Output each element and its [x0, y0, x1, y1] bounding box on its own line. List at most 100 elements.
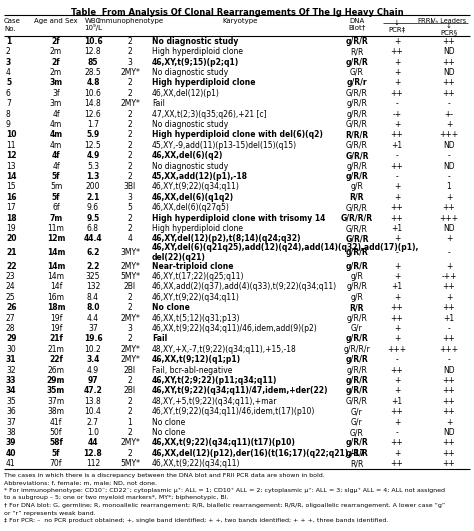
Text: G/R/R: G/R/R: [346, 397, 368, 406]
Text: 15: 15: [6, 183, 16, 191]
Text: 40: 40: [6, 449, 17, 458]
Text: G/r: G/r: [351, 324, 363, 333]
Text: 24: 24: [6, 282, 16, 292]
Text: G/R: G/R: [350, 428, 364, 437]
Text: g/R/R: g/R/R: [346, 57, 368, 66]
Text: 3: 3: [128, 324, 132, 333]
Text: 5MY*: 5MY*: [120, 272, 140, 281]
Text: R/R: R/R: [350, 459, 364, 468]
Text: 37m: 37m: [47, 397, 64, 406]
Text: No diagnostic study: No diagnostic study: [152, 161, 228, 170]
Text: 17: 17: [6, 203, 16, 212]
Text: 13.8: 13.8: [85, 397, 101, 406]
Text: 46,XX,t(9;22)(q34;q11): 46,XX,t(9;22)(q34;q11): [152, 459, 240, 468]
Text: 5.9: 5.9: [86, 131, 100, 139]
Text: or “r” represents weak band.: or “r” represents weak band.: [4, 510, 96, 516]
Text: 37: 37: [6, 418, 16, 427]
Text: Age and Sex: Age and Sex: [34, 18, 78, 24]
Text: +1: +1: [392, 224, 402, 233]
Text: 10.6: 10.6: [84, 89, 101, 98]
Text: 25: 25: [6, 293, 16, 302]
Text: ++: ++: [391, 439, 403, 448]
Text: -: -: [447, 324, 450, 333]
Text: R/R: R/R: [350, 303, 364, 312]
Text: -: -: [396, 151, 398, 160]
Text: Near-triploid clone: Near-triploid clone: [152, 262, 234, 270]
Text: 2: 2: [128, 224, 132, 233]
Text: 46,XX,del(12)(p1): 46,XX,del(12)(p1): [152, 89, 220, 98]
Text: ++: ++: [443, 449, 456, 458]
Text: 2: 2: [128, 37, 132, 46]
Text: +: +: [394, 293, 400, 302]
Text: 2.2: 2.2: [86, 262, 100, 270]
Text: +: +: [394, 449, 400, 458]
Text: ND: ND: [443, 224, 455, 233]
Text: +++: +++: [387, 345, 407, 354]
Text: 6.8: 6.8: [87, 224, 99, 233]
Text: 5.3: 5.3: [87, 161, 99, 170]
Text: 2: 2: [128, 120, 132, 129]
Text: 2: 2: [128, 213, 132, 222]
Text: g/R/R: g/R/R: [346, 449, 368, 458]
Text: +++: +++: [439, 345, 458, 354]
Text: 70f: 70f: [50, 459, 62, 468]
Text: 2MY*: 2MY*: [120, 314, 140, 322]
Text: +: +: [394, 262, 400, 270]
Text: 46,XX,t(9;22)(q34;q11)/46,idem,add(9)(p2): 46,XX,t(9;22)(q34;q11)/46,idem,add(9)(p2…: [152, 324, 318, 333]
Text: 5: 5: [128, 203, 132, 212]
Text: 45,XX,add(12)(p1),-18: 45,XX,add(12)(p1),-18: [152, 172, 248, 181]
Text: 2: 2: [128, 47, 132, 56]
Text: 27: 27: [6, 314, 16, 322]
Text: G/r: G/r: [351, 418, 363, 427]
Text: to a subgroup – 5; one or two myeloid markers*, MY*; biphenotypic, Bl.: to a subgroup – 5; one or two myeloid ma…: [4, 495, 228, 501]
Text: 3m: 3m: [49, 79, 63, 87]
Text: 3m: 3m: [50, 99, 62, 108]
Text: 5f: 5f: [52, 449, 60, 458]
Text: +: +: [394, 376, 400, 385]
Text: 1: 1: [447, 183, 451, 191]
Text: g/R/R: g/R/R: [346, 37, 368, 46]
Text: 26: 26: [6, 303, 17, 312]
Text: 4.8: 4.8: [86, 79, 100, 87]
Text: 14m: 14m: [47, 262, 65, 270]
Text: 28: 28: [6, 324, 16, 333]
Text: 9.5: 9.5: [86, 213, 100, 222]
Text: 10.4: 10.4: [84, 407, 101, 416]
Text: 45,XY,-9,add(11)(p13-15)del(15)(q15): 45,XY,-9,add(11)(p13-15)del(15)(q15): [152, 141, 297, 150]
Text: 2MY*: 2MY*: [120, 355, 140, 364]
Text: 10: 10: [6, 131, 17, 139]
Text: 12: 12: [6, 151, 17, 160]
Text: 41: 41: [6, 459, 16, 468]
Text: 46,XY,t(9;15)(p2;q1): 46,XY,t(9;15)(p2;q1): [152, 57, 239, 66]
Text: 18: 18: [6, 213, 17, 222]
Text: 4f: 4f: [52, 161, 60, 170]
Text: Table  From Analysis Of Clonal Rearrangements Of The Ig Heavy Chain: Table From Analysis Of Clonal Rearrangem…: [71, 8, 403, 17]
Text: ↓: ↓: [394, 20, 400, 26]
Text: g/R/R: g/R/R: [346, 172, 368, 181]
Text: 97: 97: [88, 376, 98, 385]
Text: +: +: [394, 272, 400, 281]
Text: 2: 2: [6, 47, 11, 56]
Text: ++: ++: [443, 439, 456, 448]
Text: 23: 23: [6, 272, 16, 281]
Text: ++: ++: [443, 89, 456, 98]
Text: 46,XY,t(9;22)(q34;q11): 46,XY,t(9;22)(q34;q11): [152, 293, 240, 302]
Text: 2f: 2f: [52, 37, 60, 46]
Text: ++: ++: [391, 161, 403, 170]
Text: G/R/R: G/R/R: [346, 141, 368, 150]
Text: No.: No.: [4, 26, 16, 32]
Text: 9.6: 9.6: [87, 203, 99, 212]
Text: 4m: 4m: [49, 131, 63, 139]
Text: 12.8: 12.8: [85, 47, 101, 56]
Text: G/R/R: G/R/R: [346, 203, 368, 212]
Text: Vₕ Leaders: Vₕ Leaders: [431, 18, 466, 24]
Text: 41f: 41f: [50, 418, 62, 427]
Text: G/R: G/R: [350, 68, 364, 77]
Text: High hyperdiploid clone with trisomy 14: High hyperdiploid clone with trisomy 14: [152, 213, 325, 222]
Text: 6: 6: [6, 89, 11, 98]
Text: 3f: 3f: [52, 89, 60, 98]
Text: G/R/R: G/R/R: [346, 224, 368, 233]
Text: R/R: R/R: [350, 47, 364, 56]
Text: 46,XY,t(17;22)(q25;q11): 46,XY,t(17;22)(q25;q11): [152, 272, 245, 281]
Text: 20: 20: [6, 235, 17, 244]
